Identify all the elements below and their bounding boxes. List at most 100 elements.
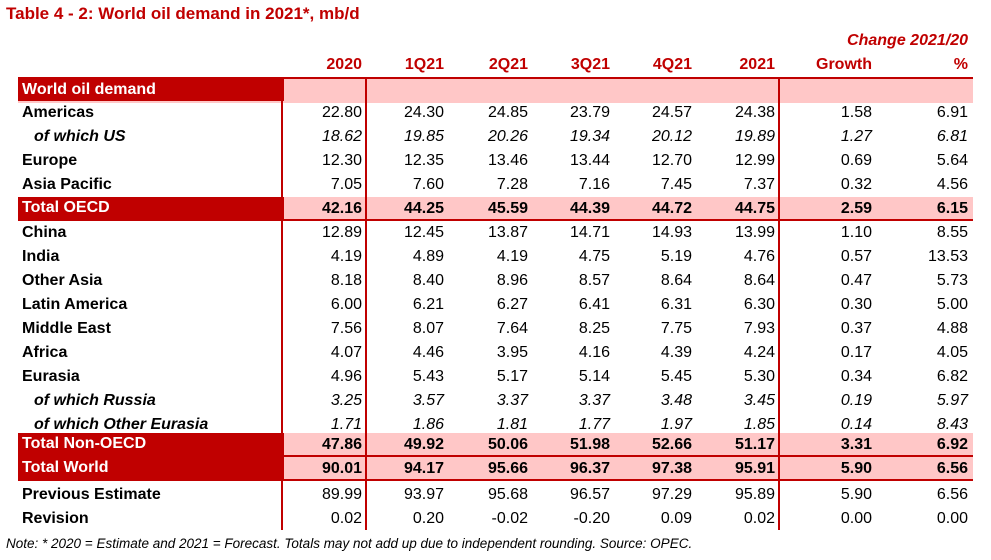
cell-value: 0.00 bbox=[936, 510, 968, 527]
cell-value: 8.43 bbox=[936, 416, 968, 433]
cell-value: 6.27 bbox=[496, 296, 528, 313]
cell-value: 13.46 bbox=[487, 152, 528, 169]
cell-value: 24.38 bbox=[734, 104, 775, 121]
table-row: Middle East 7.56 8.07 7.64 8.25 7.75 7.93 0.37 4… bbox=[18, 317, 973, 341]
table-row: of which Russia 3.25 3.57 3.37 3.37 3.48 3.45 0… bbox=[18, 389, 973, 413]
cell-value: 3.57 bbox=[412, 392, 444, 409]
cell-value: 6.91 bbox=[936, 104, 968, 121]
cell-value: 6.56 bbox=[936, 460, 968, 477]
cell-value: 4.46 bbox=[412, 344, 444, 361]
column-header: 3Q21 bbox=[570, 56, 610, 73]
cell-value: 20.12 bbox=[651, 128, 692, 145]
row-label: of which Other Eurasia bbox=[34, 416, 209, 433]
cell-value: 24.57 bbox=[651, 104, 692, 121]
cell-value: 3.48 bbox=[660, 392, 692, 409]
cell-value: 3.31 bbox=[840, 436, 872, 453]
cell-value: 7.60 bbox=[412, 176, 444, 193]
cell-value: 7.37 bbox=[743, 176, 775, 193]
cell-value: 44.39 bbox=[569, 200, 610, 217]
cell-value: 8.64 bbox=[743, 272, 775, 289]
row-label: Latin America bbox=[22, 296, 128, 313]
cell-value: 51.17 bbox=[734, 436, 775, 453]
cell-value: 7.56 bbox=[330, 320, 362, 337]
table-row: India 4.19 4.89 4.19 4.75 5.19 4.76 0.57 13.53 bbox=[18, 245, 973, 269]
cell-value: -0.02 bbox=[491, 510, 528, 527]
cell-value: 8.25 bbox=[578, 320, 610, 337]
table-row: Asia Pacific 7.05 7.60 7.28 7.16 7.45 7.37 0.32… bbox=[18, 173, 973, 197]
cell-value: 12.45 bbox=[403, 224, 444, 241]
cell-value: 6.00 bbox=[330, 296, 362, 313]
table-row: Latin America 6.00 6.21 6.27 6.41 6.31 6.30 0.3… bbox=[18, 293, 973, 317]
cell-value: 1.97 bbox=[660, 416, 692, 433]
cell-value: 8.18 bbox=[330, 272, 362, 289]
cell-value: 19.34 bbox=[569, 128, 610, 145]
cell-value: 0.37 bbox=[840, 320, 872, 337]
cell-value: 5.45 bbox=[660, 368, 692, 385]
cell-value: 0.20 bbox=[412, 510, 444, 527]
cell-value: 4.19 bbox=[496, 248, 528, 265]
table-row: Other Asia 8.18 8.40 8.96 8.57 8.64 8.64 0.47 5.… bbox=[18, 269, 973, 293]
table-row: Eurasia 4.96 5.43 5.17 5.14 5.45 5.30 0.34 6.82 bbox=[18, 365, 973, 389]
total-rule bbox=[18, 479, 973, 481]
cell-value: 5.17 bbox=[496, 368, 528, 385]
cell-value: 13.44 bbox=[569, 152, 610, 169]
row-label: Total Non-OECD bbox=[18, 433, 284, 455]
cell-value: 0.30 bbox=[840, 296, 872, 313]
cell-value: 3.95 bbox=[496, 344, 528, 361]
cell-value: 1.58 bbox=[840, 104, 872, 121]
cell-value: 7.93 bbox=[743, 320, 775, 337]
cell-value: 1.81 bbox=[496, 416, 528, 433]
cell-value: 5.97 bbox=[936, 392, 968, 409]
column-header: 2Q21 bbox=[488, 56, 528, 73]
cell-value: 5.30 bbox=[743, 368, 775, 385]
cell-value: 20.26 bbox=[487, 128, 528, 145]
cell-value: 18.62 bbox=[321, 128, 362, 145]
cell-value: 0.00 bbox=[840, 510, 872, 527]
cell-value: 1.27 bbox=[840, 128, 872, 145]
cell-value: 95.66 bbox=[487, 460, 528, 477]
cell-value: 2.59 bbox=[840, 200, 872, 217]
cell-value: 96.57 bbox=[569, 486, 610, 503]
cell-value: 0.69 bbox=[840, 152, 872, 169]
cell-value: 0.14 bbox=[840, 416, 872, 433]
row-label: of which Russia bbox=[34, 392, 156, 409]
cell-value: 6.81 bbox=[936, 128, 968, 145]
cell-value: 6.82 bbox=[936, 368, 968, 385]
cell-value: 22.80 bbox=[321, 104, 362, 121]
cell-value: 5.43 bbox=[412, 368, 444, 385]
cell-value: 4.88 bbox=[936, 320, 968, 337]
table-note: Note: * 2020 = Estimate and 2021 = Forec… bbox=[6, 536, 693, 551]
cell-value: 7.64 bbox=[496, 320, 528, 337]
cell-value: 13.99 bbox=[734, 224, 775, 241]
cell-value: 4.75 bbox=[578, 248, 610, 265]
row-label: Europe bbox=[22, 152, 78, 169]
column-header: Growth bbox=[816, 56, 872, 73]
cell-value: 4.96 bbox=[330, 368, 362, 385]
cell-value: 94.17 bbox=[403, 460, 444, 477]
cell-value: 4.16 bbox=[578, 344, 610, 361]
column-header: 1Q21 bbox=[404, 56, 444, 73]
cell-value: 45.59 bbox=[487, 200, 528, 217]
cell-value: 4.89 bbox=[412, 248, 444, 265]
cell-value: 95.89 bbox=[734, 486, 775, 503]
cell-value: 90.01 bbox=[321, 460, 362, 477]
section-label: World oil demand bbox=[18, 79, 284, 101]
total-row: Total OECD 42.16 44.25 45.59 44.39 44.72 44.75… bbox=[18, 197, 973, 221]
cell-value: 14.93 bbox=[651, 224, 692, 241]
table-row: Previous Estimate 89.99 93.97 95.68 96.57 97.… bbox=[18, 483, 973, 507]
cell-value: 5.73 bbox=[936, 272, 968, 289]
cell-value: 50.06 bbox=[487, 436, 528, 453]
divider-2020 bbox=[365, 79, 367, 530]
cell-value: 52.66 bbox=[651, 436, 692, 453]
cell-value: 6.15 bbox=[936, 200, 968, 217]
cell-value: 13.53 bbox=[927, 248, 968, 265]
row-label: Previous Estimate bbox=[22, 486, 161, 503]
cell-value: 0.47 bbox=[840, 272, 872, 289]
cell-value: 6.41 bbox=[578, 296, 610, 313]
total-rule bbox=[18, 219, 973, 221]
row-label: Other Asia bbox=[22, 272, 103, 289]
row-label: Middle East bbox=[22, 320, 111, 337]
total-rule bbox=[18, 455, 973, 457]
cell-value: 12.30 bbox=[321, 152, 362, 169]
cell-value: 4.05 bbox=[936, 344, 968, 361]
